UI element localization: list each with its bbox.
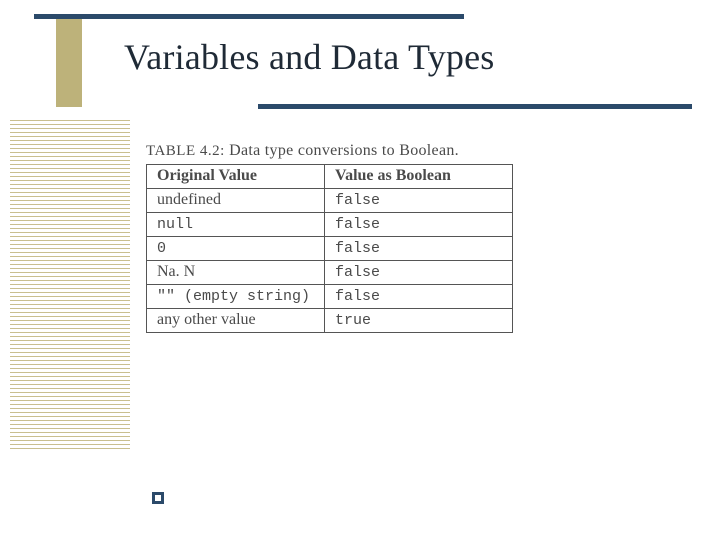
table-caption-text: Data type conversions to Boolean.: [229, 142, 459, 159]
cell-original: Na. N: [147, 261, 325, 285]
col-header-boolean: Value as Boolean: [325, 165, 513, 189]
table-caption-label: TABLE 4.2:: [146, 143, 225, 159]
col-header-original: Original Value: [147, 165, 325, 189]
table-row: undefined false: [147, 189, 513, 213]
footer-square-marker: [152, 492, 164, 504]
table-caption: TABLE 4.2: Data type conversions to Bool…: [146, 142, 616, 160]
slide-title: Variables and Data Types: [124, 36, 495, 78]
cell-boolean: false: [325, 285, 513, 309]
table-header-row: Original Value Value as Boolean: [147, 165, 513, 189]
top-rule: [34, 14, 464, 19]
cell-boolean: false: [325, 261, 513, 285]
table-row: "" (empty string) false: [147, 285, 513, 309]
table-row: null false: [147, 213, 513, 237]
cell-boolean: false: [325, 189, 513, 213]
cell-boolean: false: [325, 213, 513, 237]
boolean-conversion-table: Original Value Value as Boolean undefine…: [146, 164, 513, 333]
cell-original: 0: [147, 237, 325, 261]
mid-rule: [258, 104, 692, 109]
cell-original: "" (empty string): [147, 285, 325, 309]
cell-original: undefined: [147, 189, 325, 213]
decorative-stripes: [10, 120, 130, 450]
table-row: any other value true: [147, 309, 513, 333]
cell-original: any other value: [147, 309, 325, 333]
table-row: Na. N false: [147, 261, 513, 285]
table-row: 0 false: [147, 237, 513, 261]
cell-boolean: true: [325, 309, 513, 333]
cell-boolean: false: [325, 237, 513, 261]
accent-vertical-bar: [56, 19, 82, 107]
cell-original: null: [147, 213, 325, 237]
content-area: TABLE 4.2: Data type conversions to Bool…: [146, 142, 616, 333]
table-body: undefined false null false 0 false Na. N…: [147, 189, 513, 333]
